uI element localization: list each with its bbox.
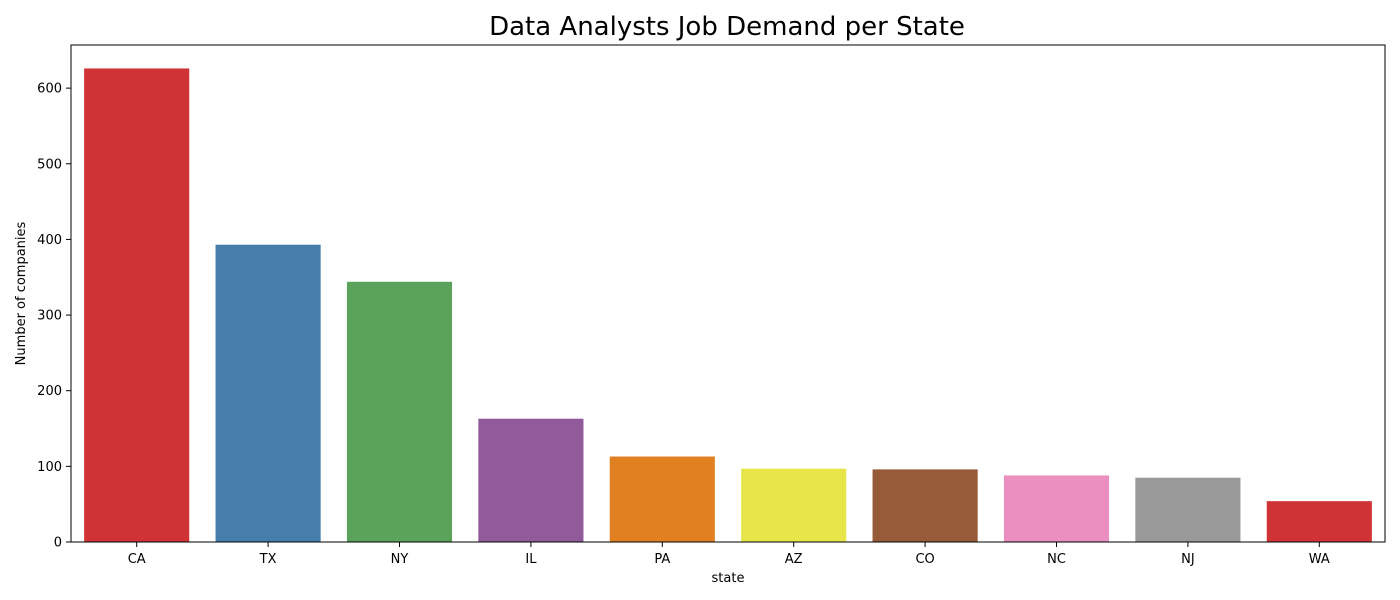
y-tick-label: 600 [37, 82, 62, 97]
x-axis-ticks: CA TX NY IL PA AZ CO NC NJ WA [128, 542, 1330, 567]
bar-az [741, 468, 847, 542]
y-tick-label: 200 [37, 384, 62, 399]
bar-nj [1135, 477, 1241, 542]
x-tick-label: TX [259, 552, 277, 567]
x-tick-label: AZ [785, 552, 803, 567]
bar-ny [346, 281, 453, 542]
chart-title: Data Analysts Job Demand per State [489, 12, 965, 42]
bar-nc [1003, 475, 1110, 542]
x-tick-label: IL [525, 552, 537, 567]
x-axis-label: state [712, 571, 745, 586]
y-tick-label: 100 [37, 460, 62, 475]
y-tick-label: 500 [37, 157, 62, 172]
plot-frame [70, 44, 1386, 543]
bar-pa [609, 456, 715, 542]
x-tick-label: NC [1047, 552, 1066, 567]
y-tick-label: 400 [37, 233, 62, 248]
x-tick-label: CA [128, 552, 146, 567]
bar-wa [1266, 501, 1372, 542]
bar-co [872, 469, 978, 542]
bar-tx [215, 244, 321, 542]
x-tick-label: CO [915, 552, 934, 567]
x-tick-label: WA [1309, 552, 1330, 567]
bar-ca [84, 68, 190, 542]
y-axis-label: Number of companies [14, 221, 29, 365]
y-tick-label: 300 [37, 309, 62, 324]
y-axis-ticks: 0 100 200 300 400 500 600 [37, 82, 71, 551]
bars-group [84, 68, 1372, 542]
bar-il [478, 418, 584, 542]
y-tick-label: 0 [54, 536, 62, 551]
x-tick-label: NY [391, 552, 409, 567]
x-tick-label: PA [654, 552, 670, 567]
x-tick-label: NJ [1181, 552, 1195, 567]
